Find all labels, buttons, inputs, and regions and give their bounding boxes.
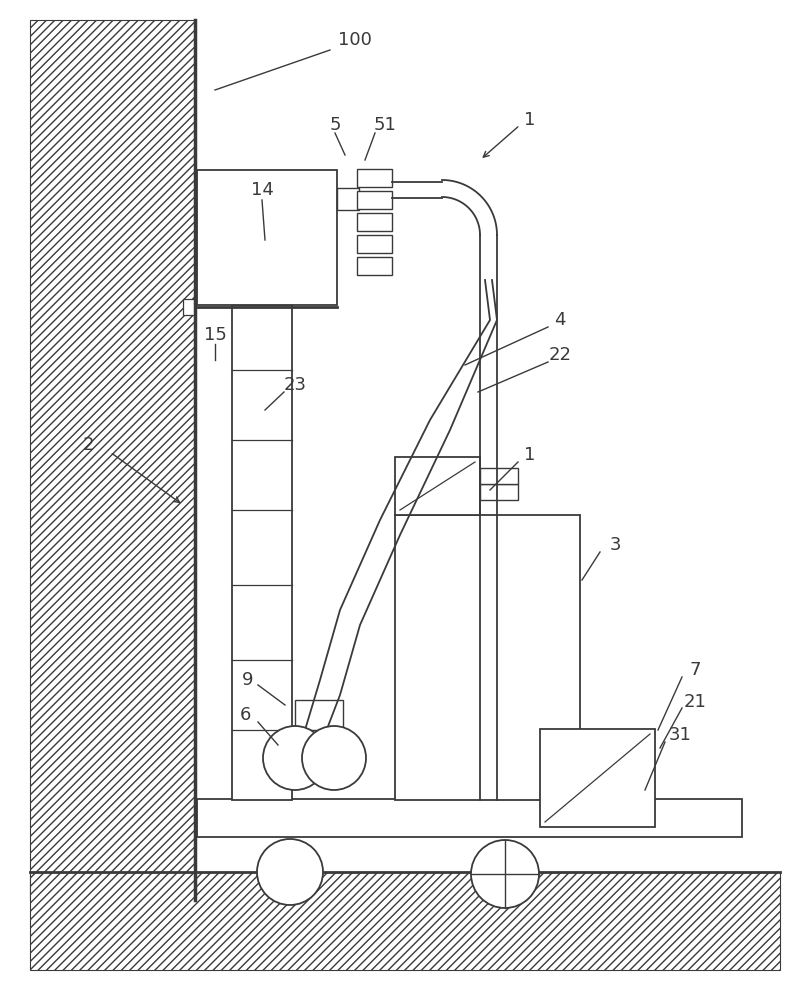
Text: 4: 4 xyxy=(554,311,566,329)
Text: 23: 23 xyxy=(284,376,306,394)
Bar xyxy=(337,188,359,210)
Bar xyxy=(395,457,480,515)
Bar xyxy=(183,299,195,315)
Bar xyxy=(232,270,292,800)
Bar xyxy=(197,170,337,305)
Text: 15: 15 xyxy=(204,326,226,344)
Text: 22: 22 xyxy=(549,346,571,364)
Bar xyxy=(480,484,518,500)
Bar xyxy=(30,20,195,900)
Circle shape xyxy=(257,839,323,905)
Text: 51: 51 xyxy=(373,116,397,134)
Text: 21: 21 xyxy=(684,693,706,711)
Text: 100: 100 xyxy=(338,31,372,49)
Text: 1: 1 xyxy=(524,446,536,464)
Text: 2: 2 xyxy=(82,436,94,454)
Bar xyxy=(30,872,780,970)
Text: 6: 6 xyxy=(239,706,250,724)
Bar xyxy=(357,235,392,253)
Bar xyxy=(357,257,392,275)
Bar xyxy=(197,799,742,837)
Circle shape xyxy=(302,726,366,790)
Text: 31: 31 xyxy=(668,726,692,744)
Text: 1: 1 xyxy=(524,111,536,129)
Text: 3: 3 xyxy=(609,536,621,554)
Circle shape xyxy=(263,726,327,790)
Text: 7: 7 xyxy=(689,661,701,679)
Text: 14: 14 xyxy=(250,181,273,199)
Bar xyxy=(357,191,392,209)
Bar xyxy=(295,700,343,730)
Bar xyxy=(395,515,580,800)
Bar xyxy=(357,213,392,231)
Bar xyxy=(357,169,392,187)
Bar xyxy=(480,468,518,484)
Bar xyxy=(540,729,655,827)
Text: 9: 9 xyxy=(242,671,254,689)
Text: 5: 5 xyxy=(329,116,341,134)
Circle shape xyxy=(471,840,539,908)
